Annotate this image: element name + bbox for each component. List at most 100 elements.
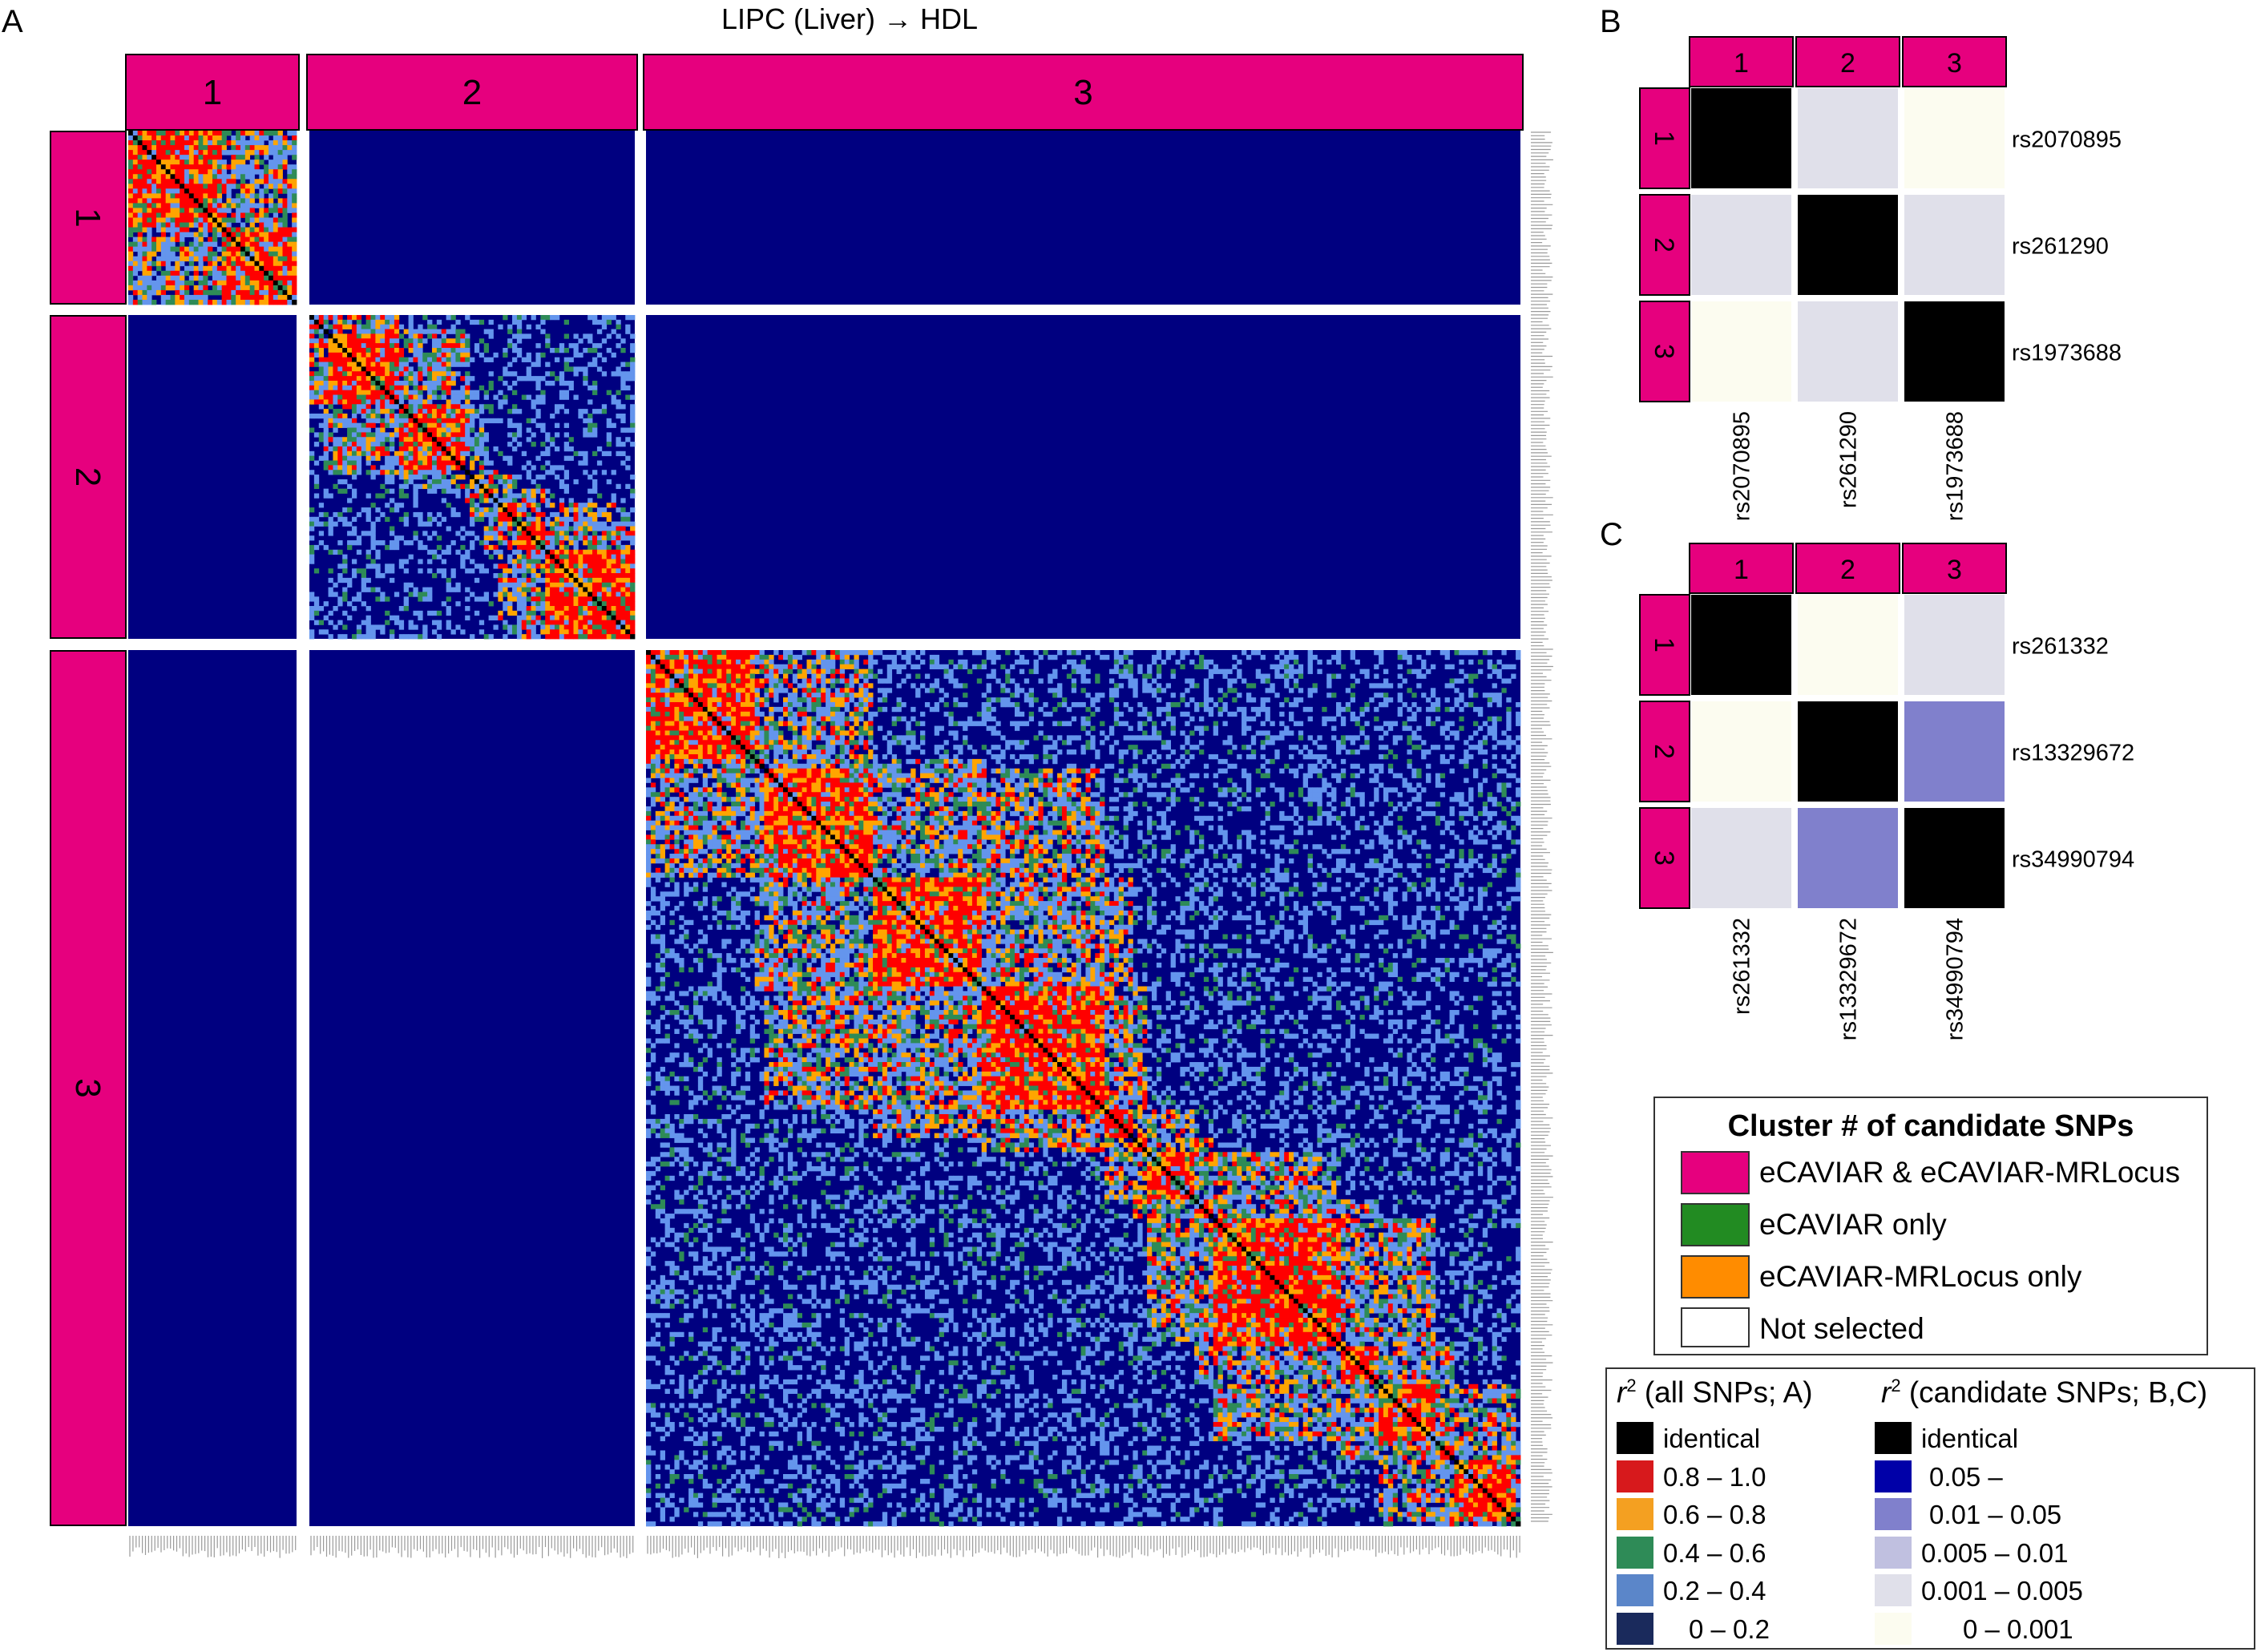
- panel-a-cell: [731, 650, 737, 656]
- panel-a-cell: [507, 422, 513, 428]
- panel-a-cell: [526, 559, 531, 564]
- panel-a-cell: [418, 343, 423, 349]
- panel-a-cell: [625, 455, 631, 461]
- panel-a-cell: [554, 535, 560, 541]
- panel-a-cell: [503, 507, 508, 513]
- panel-a-cell: [943, 673, 949, 679]
- panel-a-cell: [380, 399, 386, 405]
- panel-a-cell: [573, 535, 579, 541]
- panel-a-cell: [170, 256, 176, 262]
- panel-a-cell: [664, 716, 670, 722]
- panel-a-cell: [264, 174, 269, 180]
- panel-a-cell: [328, 390, 333, 395]
- panel-a-cell: [660, 858, 665, 864]
- panel-a-cell: [147, 188, 152, 194]
- panel-a-cell: [660, 1152, 665, 1157]
- panel-a-cell: [431, 442, 438, 447]
- panel-a-cell: [175, 145, 180, 151]
- panel-a-cell: [540, 592, 546, 597]
- panel-a-cell: [540, 493, 546, 499]
- panel-a-cell: [669, 910, 675, 916]
- panel-a-cell: [268, 164, 274, 170]
- panel-a-cell: [1274, 673, 1280, 679]
- panel-a-cell: [408, 582, 414, 588]
- panel-a-cell: [646, 981, 652, 987]
- panel-a-cell: [620, 634, 626, 640]
- panel-a-cell: [611, 577, 616, 584]
- panel-a-cell: [669, 1279, 675, 1286]
- panel-a-cell: [427, 488, 433, 494]
- panel-a-cell: [268, 169, 274, 175]
- panel-a-cell: [390, 413, 395, 419]
- panel-a-cell: [347, 432, 353, 438]
- panel-a-cell: [313, 380, 320, 386]
- panel-a-cell: [679, 659, 684, 665]
- panel-a-cell: [578, 521, 583, 527]
- panel-a-cell: [436, 338, 442, 344]
- panel-a-cell: [596, 343, 603, 349]
- panel-a-cell: [470, 418, 475, 424]
- panel-a-cell: [630, 507, 636, 513]
- panel-a-cell: [309, 549, 315, 555]
- panel-a-cell: [318, 503, 325, 508]
- panel-a-cell: [664, 882, 670, 887]
- panel-a-cell: [380, 418, 386, 424]
- panel-a-cell: [849, 664, 854, 670]
- panel-a-cell: [625, 592, 631, 597]
- panel-a-cell: [413, 432, 418, 438]
- panel-a-cell: [147, 164, 152, 170]
- panel-a-cell: [592, 427, 598, 433]
- panel-a-cell: [664, 1242, 670, 1247]
- panel-a-cell: [821, 654, 826, 660]
- panel-a-cell: [365, 343, 371, 349]
- panel-a-cell: [156, 208, 162, 213]
- panel-a-cell: [259, 131, 264, 136]
- panel-a-cell: [507, 324, 513, 329]
- panel-a-cell: [309, 450, 315, 457]
- panel-a-cell: [568, 587, 574, 592]
- panel-a-cell: [554, 587, 560, 592]
- panel-a-cell: [309, 324, 315, 329]
- panel-a-cell: [554, 422, 560, 428]
- panel-a-cell: [660, 825, 665, 830]
- panel-a-cell: [216, 174, 223, 180]
- panel-a-cell: [160, 261, 167, 267]
- panel-a-cell: [441, 488, 447, 494]
- panel-a-cell: [273, 222, 279, 228]
- panel-a-cell: [460, 450, 466, 457]
- panel-a-cell: [418, 362, 423, 367]
- panel-a-cell: [385, 446, 390, 452]
- panel-a-cell: [282, 265, 288, 272]
- panel-a-cell: [578, 413, 583, 419]
- panel-a-cell: [436, 624, 442, 630]
- panel-a-cell: [165, 217, 171, 223]
- panel-a-cell: [212, 227, 218, 232]
- panel-a-cell: [390, 563, 395, 569]
- panel-a-cell: [550, 606, 555, 612]
- panel-a-cell: [328, 394, 333, 400]
- panel-a-cell: [646, 1460, 652, 1465]
- panel-a-cell: [413, 352, 418, 358]
- panel-a-cell: [418, 413, 423, 419]
- panel-a-cell: [596, 606, 603, 612]
- panel-a-cell: [488, 329, 494, 334]
- panel-a-cell: [692, 650, 699, 656]
- panel-a-cell: [137, 280, 143, 286]
- panel-a-cell: [203, 294, 208, 301]
- panel-a-cell: [309, 629, 315, 635]
- panel-a-cell: [282, 299, 288, 305]
- panel-a-cell: [563, 455, 570, 461]
- panel-a-cell: [356, 446, 362, 452]
- panel-a-cell: [655, 740, 661, 745]
- panel-a-cell: [554, 376, 560, 382]
- panel-a-cell: [408, 329, 414, 334]
- panel-a-cell: [488, 634, 494, 640]
- panel-a-cell: [446, 483, 451, 490]
- panel-a-cell: [516, 422, 523, 428]
- panel-a-cell: [596, 624, 603, 630]
- panel-a-cell: [503, 394, 508, 400]
- panel-a-cell: [264, 155, 269, 160]
- panel-a-cell: [821, 650, 826, 656]
- panel-a-cell: [563, 432, 570, 438]
- panel-a-cell: [431, 362, 438, 367]
